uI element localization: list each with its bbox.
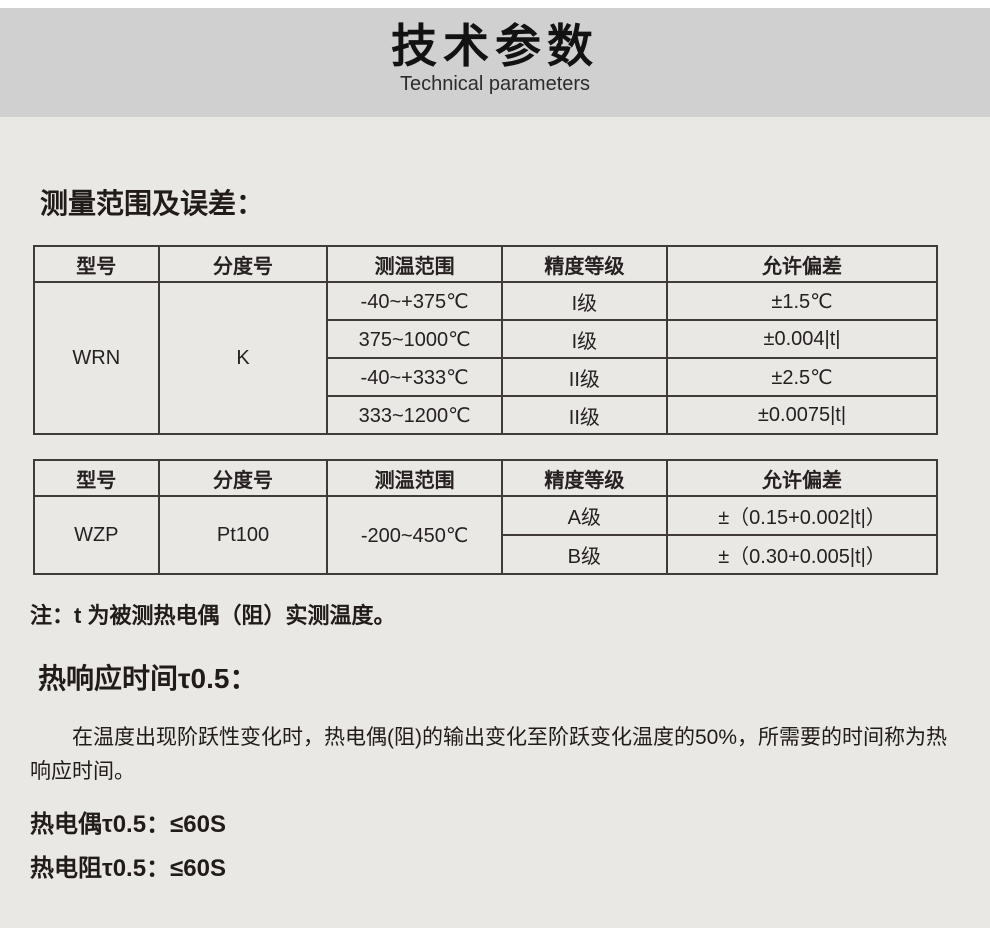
range-cell: 375~1000℃	[326, 319, 503, 359]
column-header-model: 型号	[33, 245, 160, 283]
column-header-deviation: 允许偏差	[665, 459, 939, 497]
grade-cell: A级	[500, 495, 668, 536]
grade-cell: II级	[500, 395, 668, 435]
thermocouple-response-time: 热电偶τ0.5：≤60S	[30, 811, 226, 838]
graduation-cell: K	[157, 281, 329, 435]
page-subtitle: Technical parameters	[399, 73, 591, 95]
rtd-spec-table: 型号 分度号 测温范围 精度等级 允许偏差 WZP Pt100 -200~450…	[33, 459, 939, 575]
range-cell: -200~450℃	[326, 495, 503, 575]
grade-cell: B级	[500, 534, 668, 575]
table-row: B级 ±（0.30+0.005|t|）	[34, 534, 939, 575]
range-cell: 333~1200℃	[326, 395, 503, 435]
deviation-cell: ±（0.15+0.002|t|）	[665, 495, 939, 536]
grade-cell: I级	[500, 319, 668, 359]
thermocouple-spec-table: 型号 分度号 测温范围 精度等级 允许偏差 WRN K -40~+375℃ I级…	[33, 245, 939, 435]
grade-cell: I级	[500, 281, 668, 321]
page-header-banner: 技术参数 Technical parameters	[0, 8, 990, 117]
technical-parameters-body: 测量范围及误差： 型号 分度号 测温范围 精度等级 允许偏差 WRN K -40…	[0, 117, 990, 928]
note-text: 注：t 为被测热电偶（阻）实测温度。	[30, 603, 396, 628]
table-row: -40~+333℃ II级 ±2.5℃	[34, 357, 939, 397]
table-row: 333~1200℃ II级 ±0.0075|t|	[34, 395, 939, 435]
deviation-cell: ±（0.30+0.005|t|）	[665, 534, 939, 575]
deviation-cell: ±2.5℃	[665, 357, 939, 397]
rtd-response-time: 热电阻τ0.5：≤60S	[30, 855, 226, 882]
thermal-response-heading: 热响应时间τ0.5：	[38, 663, 258, 694]
deviation-cell: ±0.0075|t|	[665, 395, 939, 435]
table-row: WZP Pt100 -200~450℃ A级 ±（0.15+0.002|t|）	[33, 495, 939, 575]
column-header-deviation: 允许偏差	[665, 245, 939, 283]
range-cell: -40~+375℃	[326, 281, 503, 321]
column-header-accuracy: 精度等级	[500, 459, 668, 497]
column-header-range: 测温范围	[326, 459, 503, 497]
table-header-row: 型号 分度号 测温范围 精度等级 允许偏差	[33, 459, 939, 497]
column-header-graduation: 分度号	[157, 459, 329, 497]
thermal-response-description: 在温度出现阶跃性变化时，热电偶(阻)的输出变化至阶跃变化温度的50%，所需要的时…	[30, 726, 948, 783]
measurement-range-heading: 测量范围及误差：	[40, 188, 265, 219]
model-cell: WZP	[33, 495, 160, 575]
column-header-range: 测温范围	[326, 245, 503, 283]
deviation-cell: ±1.5℃	[665, 281, 939, 321]
graduation-cell: Pt100	[157, 495, 329, 575]
column-header-graduation: 分度号	[157, 245, 329, 283]
table-header-row: 型号 分度号 测温范围 精度等级 允许偏差	[33, 245, 939, 283]
range-cell: -40~+333℃	[326, 357, 503, 397]
page-title: 技术参数	[391, 20, 599, 72]
column-header-accuracy: 精度等级	[500, 245, 668, 283]
table-row: 375~1000℃ I级 ±0.004|t|	[34, 319, 939, 359]
model-cell: WRN	[33, 281, 160, 435]
grade-cell: II级	[500, 357, 668, 397]
table-row: WRN K -40~+375℃ I级 ±1.5℃	[33, 281, 939, 435]
deviation-cell: ±0.004|t|	[665, 319, 939, 359]
column-header-model: 型号	[33, 459, 160, 497]
